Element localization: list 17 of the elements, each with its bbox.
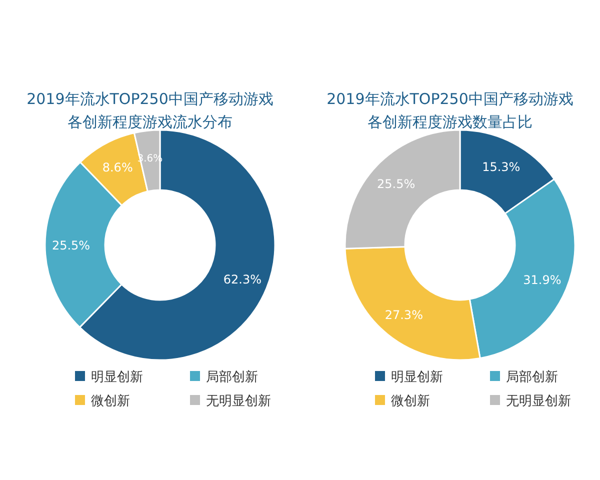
data-label: 15.3%	[482, 160, 520, 174]
data-label: 27.3%	[384, 308, 423, 322]
legend-label: 微创新	[391, 394, 430, 409]
data-label: 8.6%	[102, 160, 133, 175]
data-label: 31.9%	[523, 273, 562, 288]
legend-label: 明显创新	[391, 370, 443, 385]
legend-label: 无明显创新	[206, 394, 271, 409]
legend-label: 微创新	[91, 394, 130, 409]
data-label: 25.5%	[52, 238, 90, 253]
legend-label: 局部创新	[206, 370, 258, 385]
legend-label: 无明显创新	[506, 394, 571, 409]
data-label: 62.3%	[223, 272, 262, 287]
chart-title: 2019年流水TOP250中国产移动游戏各创新程度游戏数量占比	[326, 90, 574, 131]
chart-title: 2019年流水TOP250中国产移动游戏各创新程度游戏流水分布	[26, 90, 274, 131]
legend-label: 明显创新	[91, 370, 143, 385]
legend-label: 局部创新	[506, 370, 558, 385]
data-label: 25.5%	[377, 177, 416, 192]
